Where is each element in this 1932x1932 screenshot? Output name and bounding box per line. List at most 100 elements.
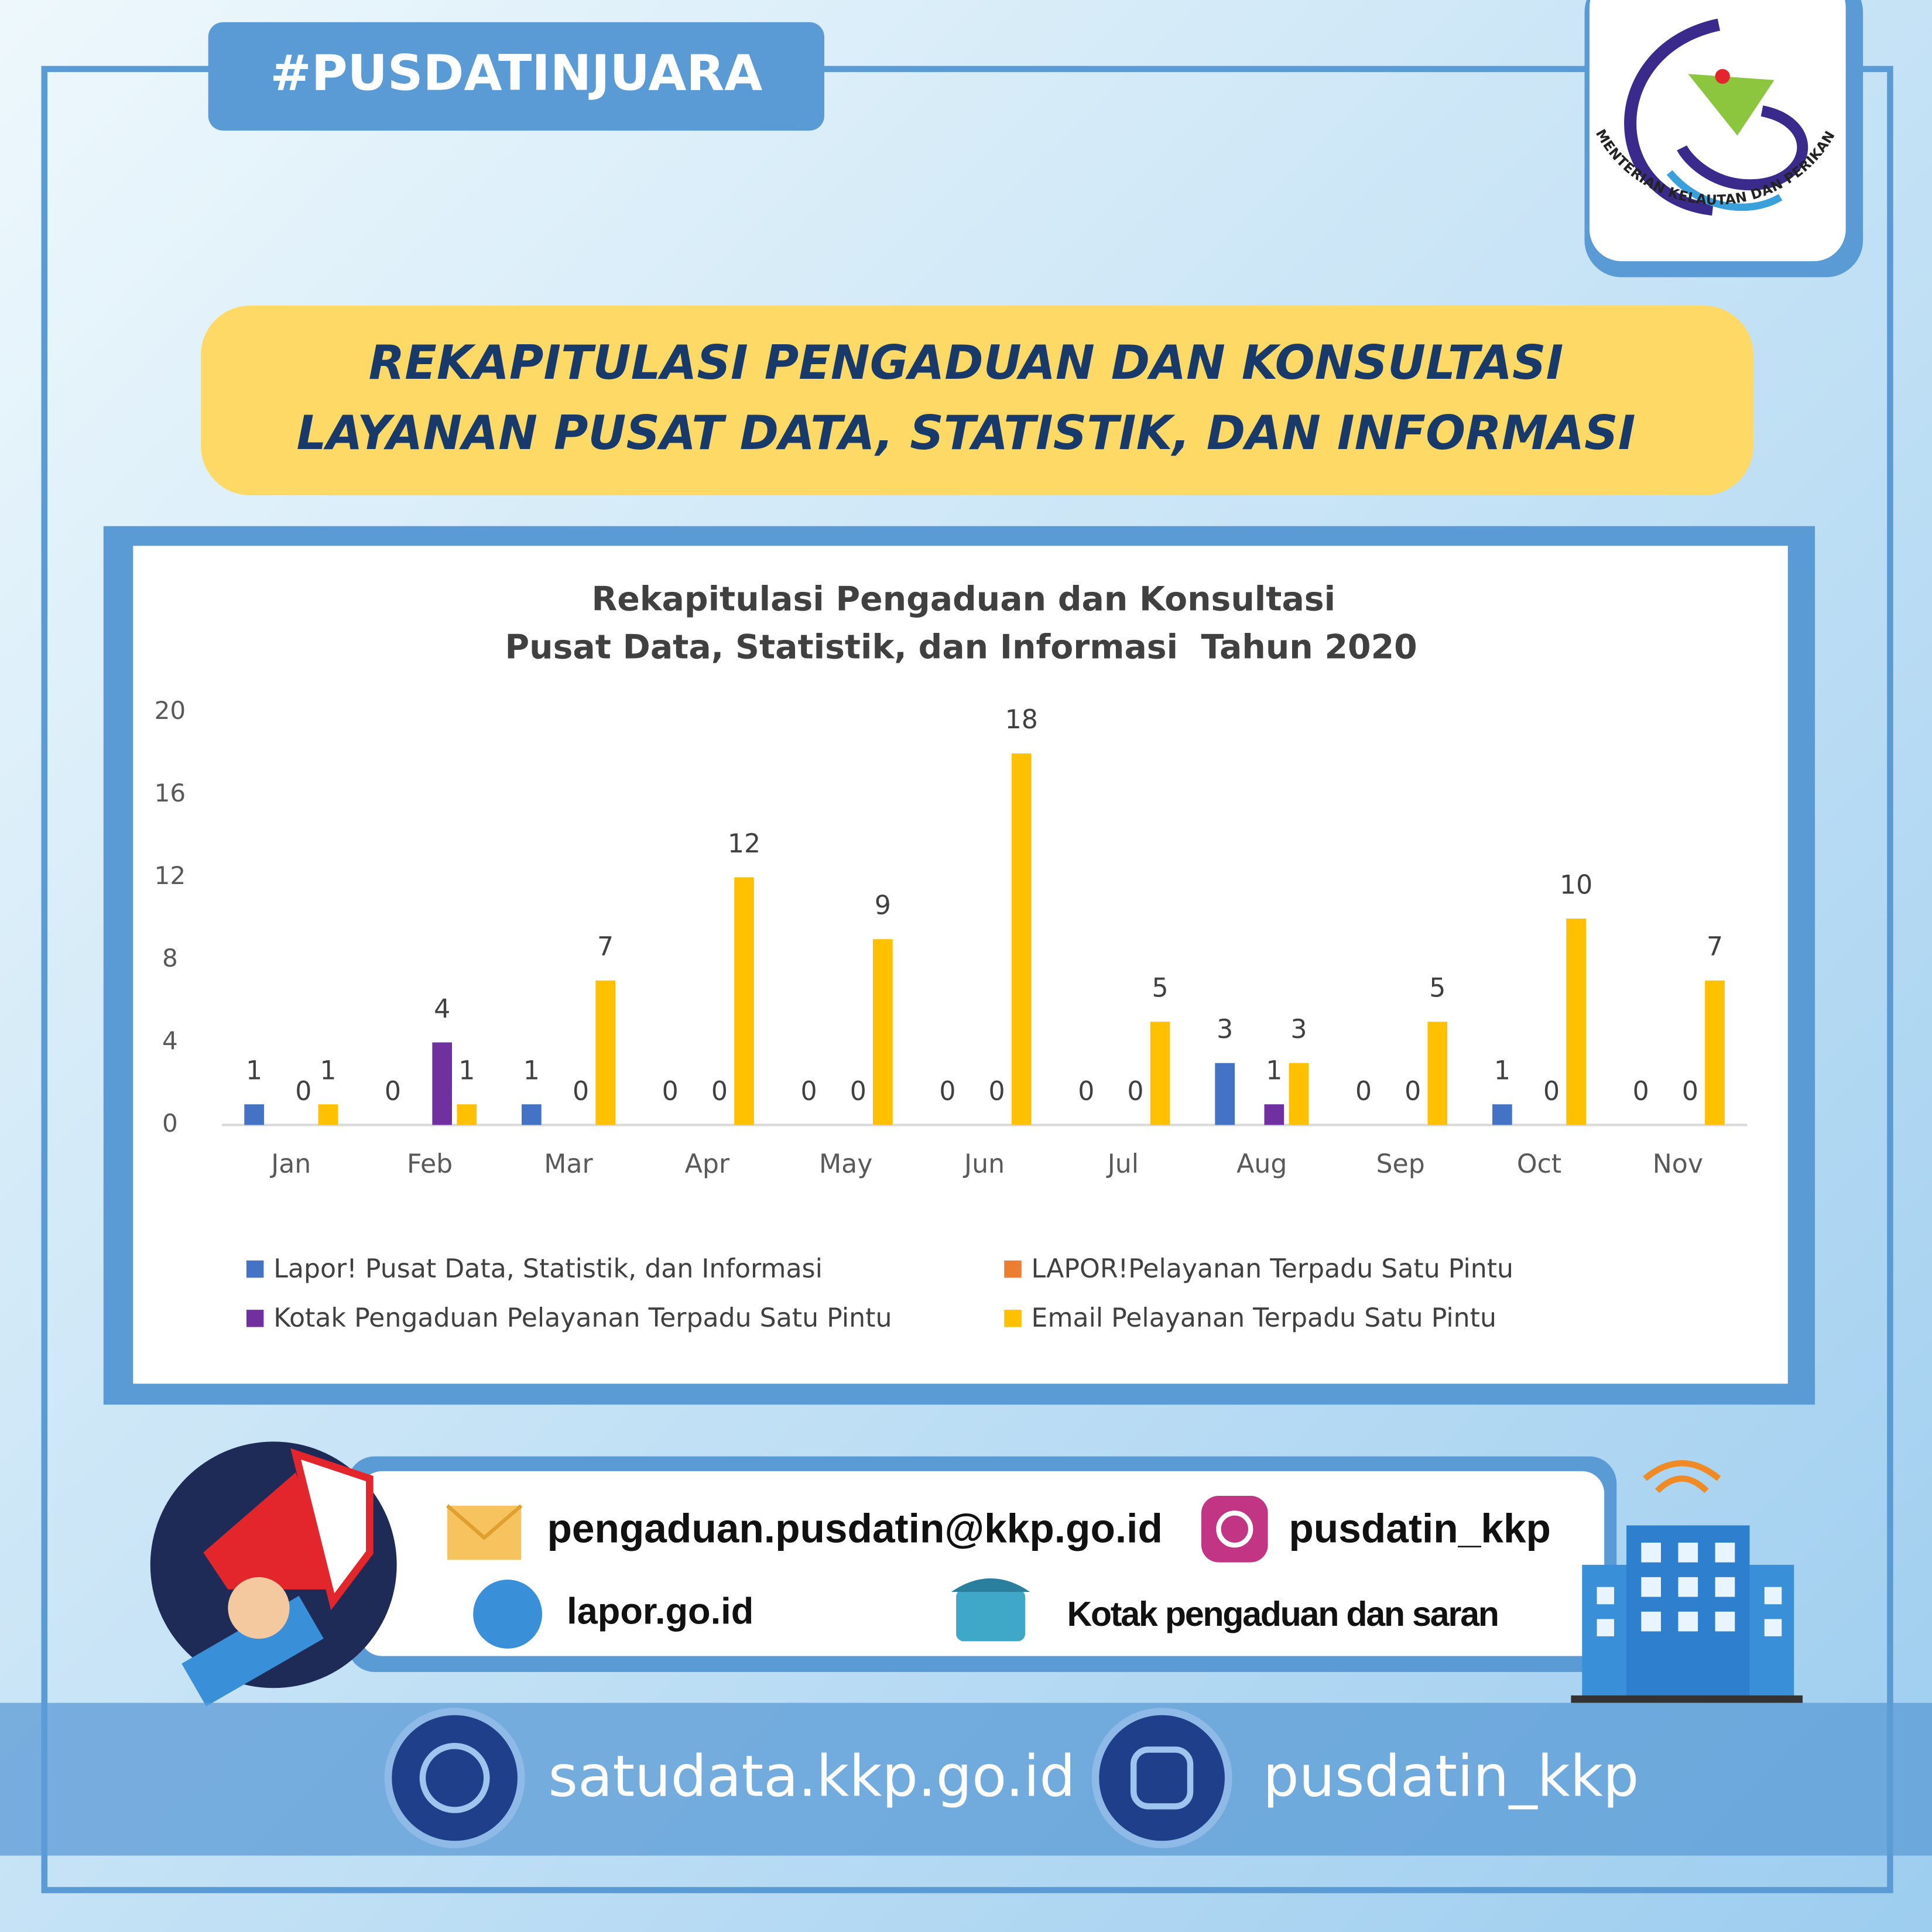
chart-subtitle: Pusat Data, Statistik, dan Informasi Tah… [505,628,1417,667]
legend-swatch [1004,1260,1022,1278]
data-label: 0 [1127,1077,1143,1107]
data-label: 3 [1217,1015,1233,1044]
logo-eye [1715,68,1730,84]
data-label: 1 [1266,1056,1282,1086]
data-label: 4 [434,994,450,1024]
bar [1150,1022,1170,1125]
x-tick-label: Nov [1653,1149,1703,1179]
bar [1011,753,1032,1125]
data-label: 0 [385,1077,401,1107]
ig-icon [1091,1707,1232,1848]
bar [1705,980,1725,1125]
building-signal [1643,1460,1721,1493]
legend-label: Lapor! Pusat Data, Statistik, dan Inform… [273,1254,823,1284]
bar [1289,1063,1309,1125]
data-label: 1 [246,1056,262,1086]
y-tick-label: 12 [155,861,186,890]
megaphone-arm [181,1595,324,1707]
data-label: 0 [801,1077,817,1107]
data-label: 18 [1005,705,1038,735]
logo-arc [1624,18,1721,216]
data-label: 1 [523,1056,540,1086]
legend-swatch [1004,1310,1022,1327]
bar [1264,1104,1284,1125]
web-icon [384,1707,525,1848]
y-tick-label: 0 [162,1109,178,1138]
data-label: 0 [989,1077,1005,1107]
bar [1566,918,1586,1125]
legend-swatch [246,1260,264,1278]
hashtag: #PUSDATINJUARA [270,44,762,101]
bar [244,1104,264,1125]
x-tick-label: Jul [1106,1149,1139,1179]
data-label: 3 [1290,1015,1307,1044]
x-tick-label: Jan [269,1149,311,1179]
footer-instagram: pusdatin_kkp [1263,1743,1639,1809]
data-label: 0 [1078,1077,1094,1107]
data-label: 1 [320,1056,336,1086]
banner-line2: LAYANAN PUSAT DATA, STATISTIK, DAN INFOR… [297,406,1636,460]
web-glyph [419,1742,490,1813]
data-label: 7 [597,932,614,962]
chart-panel [133,546,1788,1384]
x-tick-label: May [819,1149,872,1179]
chart-title: Rekapitulasi Pengaduan dan Konsultasi [592,580,1336,619]
bar [432,1042,453,1125]
footer-website: satudata.kkp.go.id [549,1743,1075,1809]
x-tick-label: Mar [544,1149,593,1179]
data-label: 0 [939,1077,955,1107]
bar [1215,1063,1235,1125]
data-label: 7 [1707,932,1723,962]
instagram-icon [1201,1495,1268,1563]
bar [595,980,615,1125]
x-tick-label: Sep [1376,1149,1425,1179]
building-base [1571,1695,1803,1703]
y-tick-label: 4 [162,1026,178,1055]
building-windows [1597,1542,1782,1636]
box-icon [956,1589,1026,1642]
data-label: 0 [711,1077,728,1107]
banner-line1: REKAPITULASI PENGADUAN DAN KONSULTASI [369,335,1564,390]
contact-email: pengaduan.pusdatin@kkp.go.id [547,1505,1162,1551]
legend-swatch [246,1310,264,1327]
logo-fish [1688,74,1775,136]
megaphone-bell [290,1448,374,1611]
bar [457,1104,477,1125]
megaphone-hand [228,1577,290,1639]
contact-instagram: pusdatin_kkp [1289,1505,1551,1551]
contact-lapor: lapor.go.id [567,1591,753,1632]
banner [201,305,1753,496]
globe-icon [473,1580,543,1649]
data-label: 10 [1560,870,1592,900]
data-label: 0 [1633,1077,1649,1107]
x-tick-label: Feb [407,1149,453,1179]
data-label: 1 [1494,1056,1510,1086]
email-flap [446,1504,523,1540]
data-label: 0 [1543,1077,1560,1107]
data-label: 0 [573,1077,589,1107]
data-label: 0 [662,1077,679,1107]
data-label: 1 [458,1056,475,1086]
ig-glyph [1130,1746,1194,1810]
x-tick-label: Aug [1236,1149,1287,1179]
y-tick-label: 16 [155,779,186,807]
bar [318,1104,338,1125]
data-label: 0 [850,1077,866,1107]
bar [873,939,893,1125]
frame [41,66,1893,1893]
x-tick-label: Oct [1517,1149,1561,1179]
footer-band [0,1703,1932,1856]
legend-label: Kotak Pengaduan Pelayanan Terpadu Satu P… [273,1303,892,1333]
legend-label: LAPOR!Pelayanan Terpadu Satu Pintu [1032,1254,1514,1284]
data-label: 5 [1429,974,1445,1003]
bar [522,1104,542,1125]
bar [734,877,754,1125]
contact-card [359,1471,1605,1656]
x-tick-label: Apr [685,1149,730,1179]
data-label: 9 [875,891,891,921]
x-tick-label: Jun [962,1149,1005,1179]
box-lid [951,1578,1030,1592]
